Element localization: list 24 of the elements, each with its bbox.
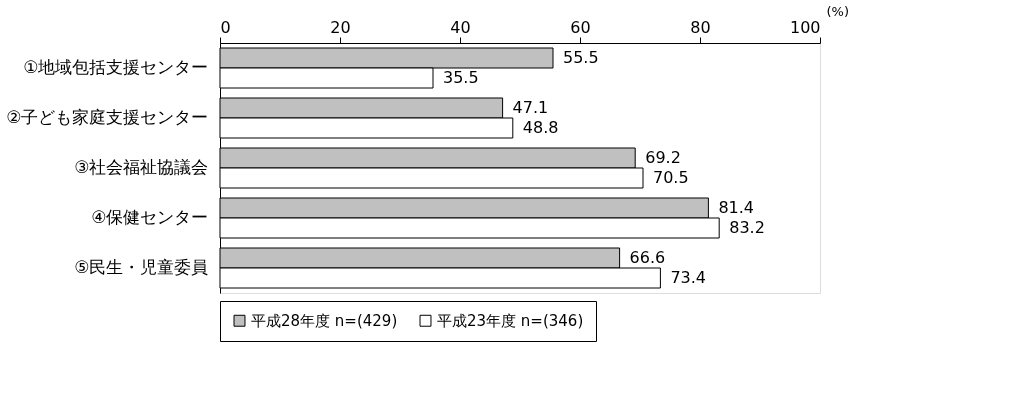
y-tick-label: ④保健センター	[91, 207, 209, 227]
y-tick-label: ⑤民生・児童委員	[74, 257, 209, 277]
y-tick-label: ③社会福祉協議会	[74, 157, 209, 177]
x-axis-title: (%)	[826, 3, 849, 19]
y-tick-label: ②子ども家庭支援センター	[6, 107, 209, 127]
data-label: 69.2	[645, 148, 681, 167]
data-label: 48.8	[522, 118, 559, 137]
data-label: 66.6	[629, 248, 666, 267]
x-tick-label: 40	[450, 17, 471, 37]
x-tick-label: 60	[570, 17, 591, 37]
data-label: 81.4	[718, 198, 755, 217]
x-tick-label: 80	[690, 17, 711, 37]
x-tick-label: 100	[789, 17, 821, 37]
x-tick-label: 20	[330, 17, 351, 37]
data-label: 73.4	[670, 268, 707, 287]
data-label: 70.5	[653, 168, 689, 187]
legend-label: 平成23年度 n=(346)	[437, 311, 584, 330]
data-label: 47.1	[512, 98, 549, 117]
data-label: 55.5	[563, 48, 599, 67]
x-tick-label: 0	[220, 17, 231, 37]
data-label: 83.2	[729, 218, 765, 237]
data-label: 35.5	[443, 68, 479, 87]
y-tick-label: ①地域包括支援センター	[23, 57, 209, 77]
legend-label: 平成28年度 n=(429)	[251, 311, 398, 330]
